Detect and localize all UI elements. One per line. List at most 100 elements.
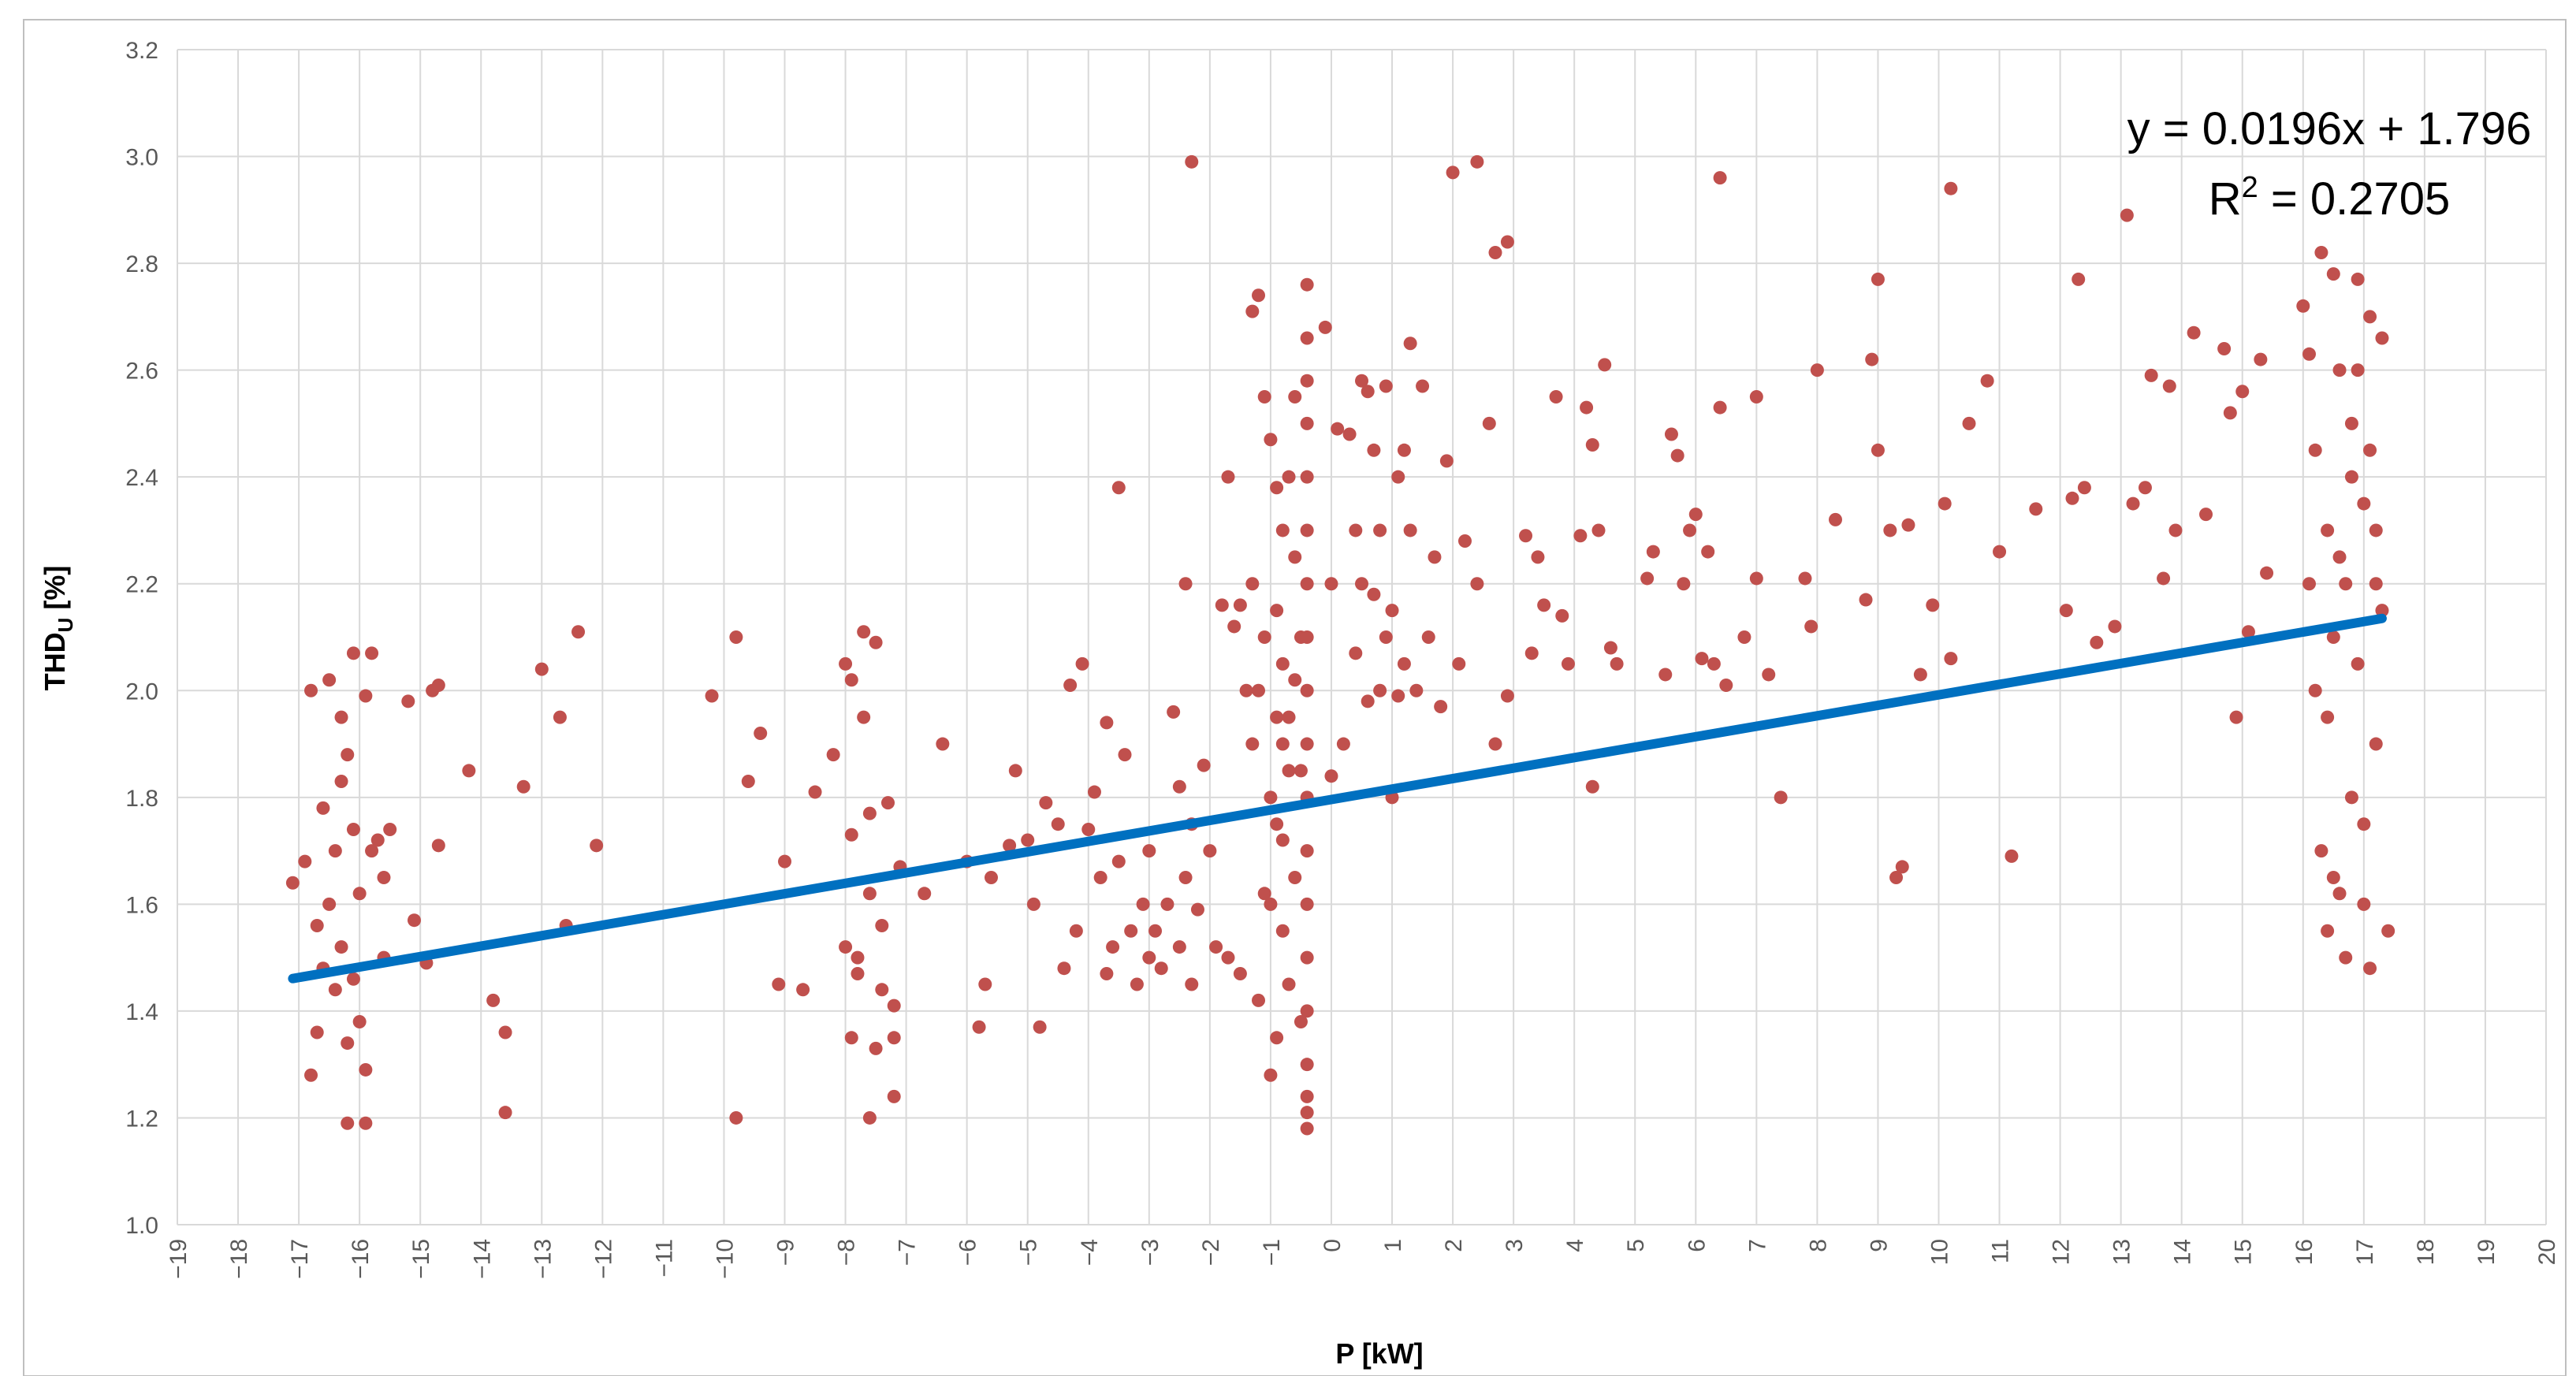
y-axis-title-main: THD bbox=[39, 632, 71, 690]
data-point bbox=[1944, 652, 1958, 666]
data-point bbox=[1300, 470, 1314, 484]
data-point bbox=[1185, 977, 1199, 991]
data-point bbox=[844, 827, 858, 842]
data-point bbox=[1282, 710, 1296, 724]
data-point bbox=[1926, 598, 1940, 612]
data-point bbox=[1658, 668, 1673, 682]
x-tick-label: −3 bbox=[1137, 1239, 1163, 1266]
data-point bbox=[2375, 604, 2389, 618]
data-point bbox=[2375, 331, 2389, 345]
data-point bbox=[978, 977, 992, 991]
data-point bbox=[1500, 235, 1514, 249]
data-point bbox=[1519, 529, 1533, 543]
data-point bbox=[1209, 940, 1223, 954]
data-point bbox=[1111, 854, 1126, 868]
x-tick-label: −19 bbox=[166, 1239, 192, 1279]
data-point bbox=[1324, 577, 1338, 591]
data-point bbox=[1051, 817, 1065, 831]
data-point bbox=[322, 897, 337, 911]
data-point bbox=[869, 635, 883, 649]
data-point bbox=[857, 625, 871, 639]
gridlines bbox=[177, 49, 2547, 1225]
data-point bbox=[1397, 443, 1411, 457]
data-point bbox=[826, 748, 840, 762]
data-point bbox=[1713, 400, 1727, 415]
data-point bbox=[1640, 571, 1655, 586]
data-point bbox=[1883, 523, 1897, 537]
data-point bbox=[1100, 966, 1114, 980]
data-point bbox=[1391, 689, 1405, 703]
data-point bbox=[2223, 406, 2237, 420]
data-point bbox=[2321, 710, 2335, 724]
data-point bbox=[1901, 518, 1915, 532]
data-point bbox=[1227, 619, 1241, 634]
data-point bbox=[2344, 416, 2358, 430]
y-tick-label: 3.2 bbox=[125, 38, 158, 64]
data-point bbox=[1670, 448, 1684, 463]
data-point bbox=[1416, 379, 1430, 393]
data-point bbox=[341, 1116, 355, 1130]
data-point bbox=[1270, 1031, 1284, 1045]
x-tick-label: −15 bbox=[408, 1239, 434, 1279]
data-point bbox=[851, 966, 865, 980]
x-tick-label: −10 bbox=[712, 1239, 738, 1279]
data-point bbox=[1713, 171, 1727, 185]
data-point bbox=[2090, 635, 2104, 649]
x-tick-label: −2 bbox=[1198, 1239, 1224, 1266]
x-tick-label: 5 bbox=[1623, 1239, 1649, 1252]
data-point bbox=[2162, 379, 2176, 393]
data-point bbox=[1039, 796, 1053, 810]
data-point bbox=[1057, 961, 1071, 976]
data-point bbox=[1798, 571, 1812, 586]
data-point bbox=[862, 887, 877, 901]
data-point bbox=[2357, 817, 2371, 831]
data-point bbox=[1762, 668, 1776, 682]
data-point bbox=[1555, 608, 1569, 623]
data-point bbox=[2254, 352, 2268, 366]
data-point bbox=[1580, 400, 1594, 415]
data-point bbox=[1488, 737, 1502, 751]
data-point bbox=[2059, 604, 2073, 618]
data-point bbox=[1221, 950, 1235, 965]
data-point bbox=[1245, 304, 1260, 318]
data-point bbox=[1190, 902, 1204, 917]
data-point bbox=[2357, 897, 2371, 911]
data-point bbox=[862, 806, 877, 820]
data-point bbox=[2326, 870, 2340, 884]
data-point bbox=[1264, 433, 1278, 447]
data-point bbox=[2077, 481, 2091, 495]
data-point bbox=[1245, 577, 1260, 591]
x-tick-label: −6 bbox=[955, 1239, 981, 1266]
y-tick-label: 1.2 bbox=[125, 1106, 158, 1132]
data-point bbox=[1871, 443, 1885, 457]
data-point bbox=[383, 822, 397, 836]
data-point bbox=[1349, 523, 1363, 537]
data-point bbox=[2168, 523, 2183, 537]
data-point bbox=[705, 689, 719, 703]
data-point bbox=[2381, 924, 2395, 938]
data-point bbox=[1264, 790, 1278, 805]
data-point bbox=[2351, 272, 2365, 286]
data-point bbox=[1331, 422, 1345, 436]
data-point bbox=[1598, 358, 1612, 372]
data-point bbox=[1373, 683, 1387, 697]
data-point bbox=[1197, 758, 1211, 772]
data-point bbox=[2326, 267, 2340, 281]
data-point bbox=[498, 1025, 512, 1039]
data-point bbox=[1470, 154, 1484, 169]
data-point bbox=[1136, 897, 1150, 911]
data-point bbox=[2029, 502, 2043, 516]
data-point bbox=[1063, 678, 1078, 692]
x-tick-label: 13 bbox=[2109, 1239, 2135, 1265]
data-point bbox=[2357, 496, 2371, 511]
x-tick-label: −8 bbox=[834, 1239, 860, 1266]
data-point bbox=[887, 1031, 901, 1045]
data-point bbox=[1124, 924, 1138, 938]
data-point bbox=[359, 689, 373, 703]
data-point bbox=[2144, 368, 2158, 382]
data-point bbox=[1111, 481, 1126, 495]
data-point bbox=[534, 662, 549, 676]
data-point bbox=[1300, 897, 1314, 911]
data-point bbox=[334, 940, 348, 954]
